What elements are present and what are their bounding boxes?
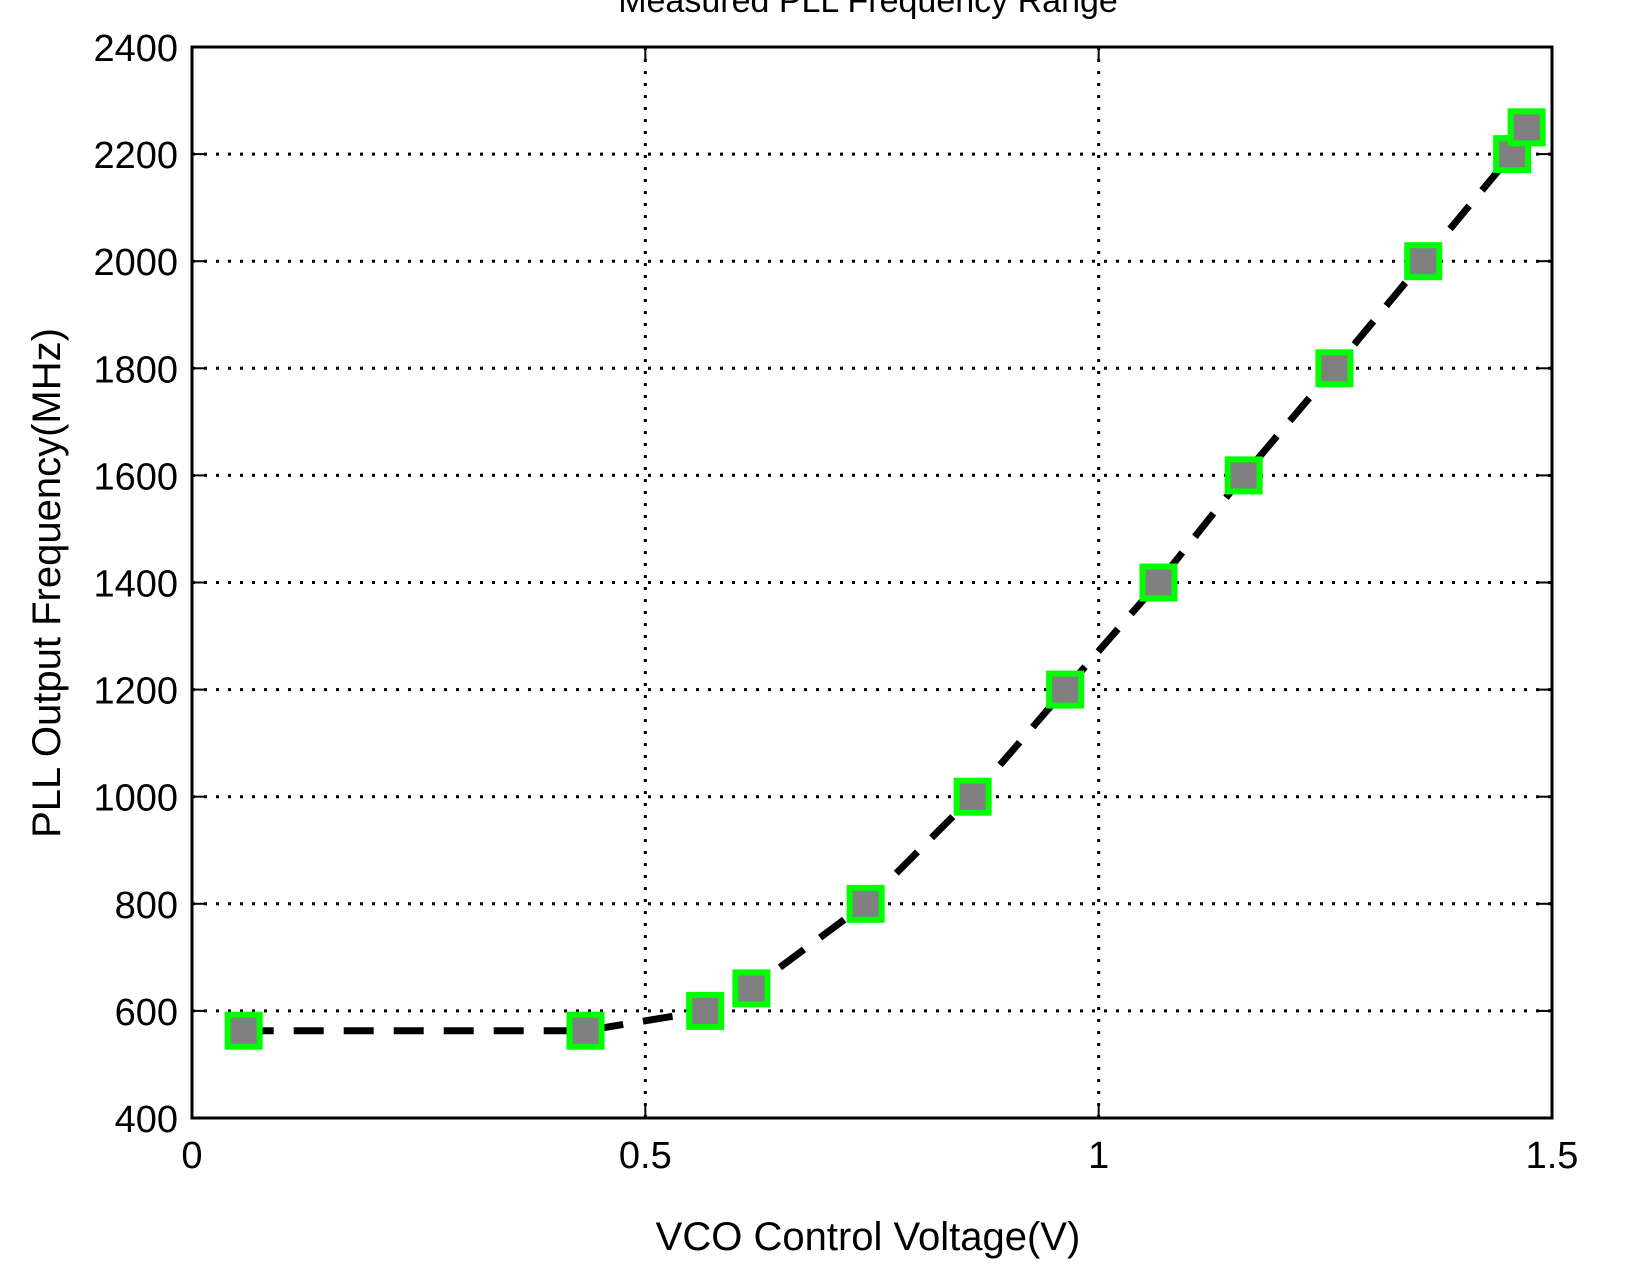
y-tick-label: 600 — [115, 992, 178, 1034]
x-axis-label: VCO Control Voltage(V) — [656, 1215, 1081, 1259]
data-point — [566, 1011, 605, 1050]
data-point — [1507, 108, 1546, 147]
y-tick-label: 800 — [115, 885, 178, 927]
y-tick-label: 2000 — [93, 242, 178, 284]
data-point — [1404, 242, 1443, 281]
y-tick-label: 400 — [115, 1099, 178, 1141]
data-point — [686, 991, 725, 1030]
data-point — [1139, 563, 1178, 602]
data-point — [953, 777, 992, 816]
x-tick-label: 0.5 — [619, 1135, 672, 1177]
y-tick-label: 1800 — [93, 349, 178, 391]
x-axis-ticks: 0 0.5 1 1.5 — [181, 47, 1578, 1177]
data-point — [1224, 456, 1263, 495]
data-markers — [224, 108, 1546, 1050]
y-tick-label: 1600 — [93, 456, 178, 498]
x-tick-label: 1.5 — [1526, 1135, 1579, 1177]
data-point — [1046, 670, 1085, 709]
data-point — [1315, 349, 1354, 388]
y-tick-label: 2400 — [93, 28, 178, 70]
y-axis-ticks: 400 600 800 1000 1200 1400 1600 1800 2000 2200 240… — [93, 28, 1552, 1141]
y-axis-label: PLL Output Frequency(MHz) — [25, 328, 69, 838]
y-tick-label: 2200 — [93, 135, 178, 177]
data-point — [732, 969, 771, 1008]
chart-title: Measured PLL Frequency Range — [618, 0, 1118, 20]
data-point — [224, 1011, 263, 1050]
y-tick-label: 1400 — [93, 564, 178, 606]
x-tick-label: 1 — [1088, 1135, 1109, 1177]
x-tick-label: 0 — [181, 1135, 202, 1177]
y-tick-label: 1200 — [93, 671, 178, 713]
data-point — [846, 884, 885, 923]
y-tick-label: 1000 — [93, 778, 178, 820]
